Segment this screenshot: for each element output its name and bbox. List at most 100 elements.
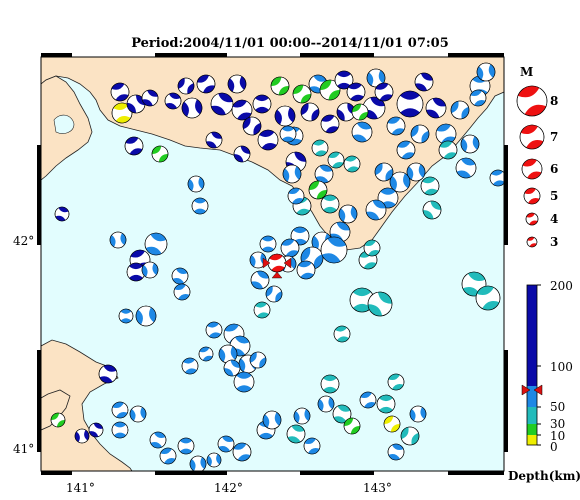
- lon-tick-142: 142°: [214, 481, 243, 495]
- focal-mechanism: [363, 239, 381, 257]
- focal-mechanism: [181, 357, 199, 375]
- focal-mechanism: [359, 391, 377, 409]
- focal-mechanism: [317, 395, 335, 413]
- focal-mechanism: [374, 162, 394, 182]
- focal-mechanism: [320, 194, 340, 214]
- focal-mechanism: [333, 325, 351, 343]
- focal-mechanism: [351, 121, 373, 143]
- depth-colorbar: 200 100 50 30 10 0 Depth(km): [508, 279, 580, 483]
- main-event-marker-icon: [262, 257, 292, 269]
- focal-mechanism: [129, 405, 147, 423]
- focal-mechanism: [280, 238, 300, 258]
- depth-band-deep: [527, 285, 537, 386]
- focal-mechanism: [98, 364, 118, 384]
- magnitude-legend-heading: M: [520, 65, 533, 79]
- focal-mechanism: [196, 74, 216, 94]
- focal-mechanism: [386, 116, 406, 136]
- depth-tick-200: 200: [550, 279, 573, 293]
- focal-mechanism: [377, 187, 399, 209]
- focal-mechanism: [319, 79, 341, 101]
- mag-label-8: 8: [550, 94, 558, 108]
- focal-mechanism: [164, 92, 182, 110]
- focal-mechanism-layer: [50, 62, 504, 471]
- focal-mechanism: [455, 157, 477, 179]
- focal-mechanism: [374, 82, 394, 102]
- focal-mechanism: [231, 99, 253, 121]
- magnitude-legend-ball: [516, 85, 548, 117]
- focal-mechanism: [367, 291, 393, 317]
- focal-mechanism: [177, 77, 195, 95]
- focal-mechanism: [420, 176, 440, 196]
- focal-mechanism: [376, 394, 396, 414]
- focal-mechanism: [270, 76, 290, 96]
- focal-mechanism: [308, 180, 328, 200]
- mag-label-4: 4: [550, 212, 558, 226]
- focal-mechanism: [396, 90, 424, 118]
- focal-mechanism: [257, 129, 279, 151]
- focal-mechanism: [425, 97, 447, 119]
- mag-label-7: 7: [550, 130, 558, 144]
- focal-mechanism: [343, 417, 361, 435]
- main-event-mechanism: [267, 253, 287, 273]
- focal-mechanism: [262, 410, 282, 430]
- mag-label-3: 3: [550, 235, 558, 249]
- focal-mechanism: [173, 283, 191, 301]
- focal-mechanism: [191, 197, 209, 215]
- focal-mechanism: [346, 82, 366, 102]
- lon-tick-141: 141°: [66, 481, 95, 495]
- focal-mechanism: [475, 285, 501, 311]
- main-event-arrow-icon: [271, 271, 283, 279]
- mag-label-6: 6: [550, 162, 558, 176]
- depth-tick-30: 30: [550, 417, 565, 431]
- focal-mechanism: [406, 162, 426, 182]
- tsugaru-coast: [41, 389, 71, 431]
- magnitude-legend-ball: [526, 236, 538, 248]
- focal-mechanism: [279, 125, 297, 143]
- focal-mechanism: [332, 404, 352, 424]
- lat-tick-42: 42°: [13, 234, 34, 248]
- focal-mechanism: [410, 124, 430, 144]
- depth-tick-0: 0: [550, 440, 558, 454]
- focal-mechanism: [205, 321, 223, 339]
- focal-mechanism: [218, 344, 238, 364]
- depth-band-mid-deep: [527, 386, 537, 407]
- focal-mechanism: [414, 72, 434, 92]
- focal-mechanism: [274, 105, 296, 127]
- focal-mechanism: [227, 74, 247, 94]
- focal-mechanism: [351, 103, 369, 121]
- focal-mechanism: [422, 200, 442, 220]
- focal-mechanism: [320, 374, 340, 394]
- focal-mechanism: [206, 452, 222, 468]
- magnitude-legend-ball: [519, 124, 545, 150]
- focal-mechanism: [141, 89, 159, 107]
- mag-label-5: 5: [550, 189, 558, 203]
- magnitude-legend: M 8 7 6 5 4 3: [516, 65, 558, 249]
- focal-mechanism: [320, 236, 348, 264]
- focal-mechanism: [303, 437, 321, 455]
- focal-mechanism: [287, 187, 305, 205]
- focal-mechanism: [489, 169, 504, 187]
- focal-mechanism: [469, 89, 487, 107]
- depth-band-shallow: [527, 424, 537, 435]
- focal-mechanism: [74, 428, 90, 444]
- focal-mechanism: [217, 435, 235, 453]
- focal-mechanism: [252, 94, 272, 114]
- focal-mechanism: [109, 231, 127, 249]
- focal-mechanism: [54, 206, 70, 222]
- focal-mechanism: [242, 116, 262, 136]
- focal-mechanism: [300, 102, 320, 122]
- focal-mechanism: [365, 199, 387, 221]
- focal-mechanism: [111, 102, 133, 124]
- focal-mechanism: [259, 235, 277, 253]
- focal-mechanism: [400, 426, 420, 446]
- magnitude-legend-ball: [521, 158, 543, 180]
- focal-mechanism: [189, 455, 207, 471]
- frame-ticks: [37, 53, 508, 475]
- focal-mechanism: [205, 131, 223, 149]
- focal-mechanism: [187, 175, 205, 193]
- focal-mechanism: [232, 442, 252, 462]
- focal-mechanism: [177, 437, 195, 455]
- focal-mechanism: [149, 431, 167, 449]
- focal-mechanism: [50, 412, 66, 428]
- focal-mechanism: [144, 232, 168, 256]
